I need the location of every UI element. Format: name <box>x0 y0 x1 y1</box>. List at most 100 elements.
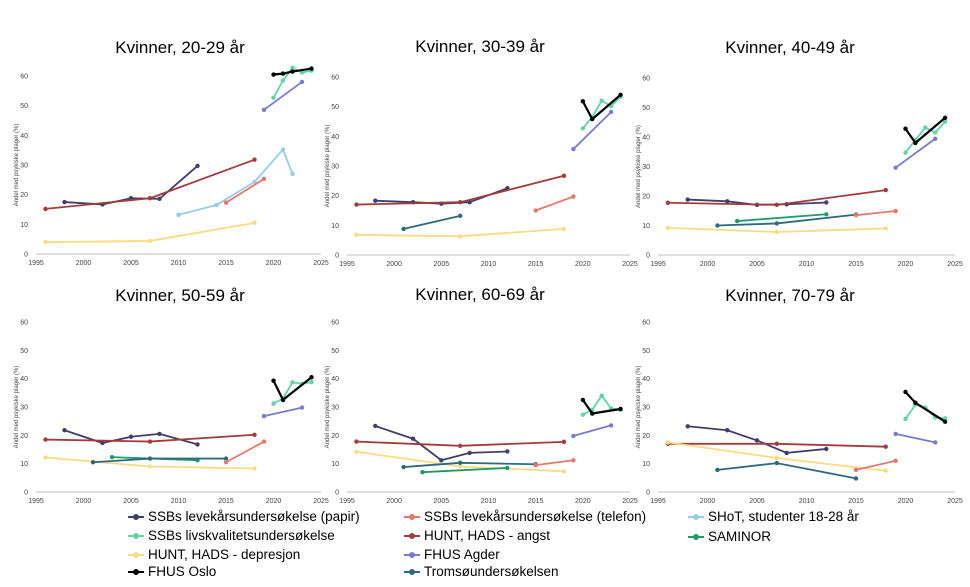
series-ssbs-livskvalitetsundersøkelse <box>271 65 314 100</box>
data-point <box>903 126 908 131</box>
series-hunt-hads-depresjon <box>665 440 888 473</box>
x-tick-label: 2015 <box>848 498 864 505</box>
y-tick-label: 50 <box>331 104 339 111</box>
legend-label: Tromsøundersøkelsen <box>424 564 559 579</box>
y-tick-label: 40 <box>331 376 339 383</box>
legend-swatch <box>688 532 704 542</box>
legend-swatch <box>128 567 144 577</box>
series-fhus-oslo <box>271 66 314 77</box>
x-tick-label: 2000 <box>76 498 92 505</box>
data-point <box>599 393 604 398</box>
legend-swatch <box>404 550 420 560</box>
data-point <box>590 411 595 416</box>
series-tromsøundersøkelsen <box>401 213 463 232</box>
data-point <box>280 78 286 83</box>
data-point <box>853 476 859 481</box>
x-tick-label: 2005 <box>434 261 450 268</box>
data-point <box>942 119 948 124</box>
y-tick-label: 30 <box>331 405 339 412</box>
data-point <box>942 416 948 421</box>
legend-item: Tromsøundersøkelsen <box>404 564 559 579</box>
series-hunt-hads-angst <box>43 157 257 212</box>
series-tromsøundersøkelsen <box>715 460 859 481</box>
series-ssbs-levekårsundersøkelse-telefon- <box>533 458 576 468</box>
data-point <box>561 226 567 232</box>
chart-title: Kvinner, 70-79 år <box>725 286 855 305</box>
chart-panel-6: Kvinner, 70-79 år 0 10 20 30 40 50 60 1995 2000 20… <box>636 286 963 505</box>
data-point <box>290 171 295 177</box>
data-point <box>176 212 181 218</box>
data-point <box>533 208 538 213</box>
series-line <box>737 213 827 222</box>
data-point <box>824 200 829 205</box>
series-ssbs-levekårsundersøkelse-papir- <box>62 428 200 447</box>
y-axis-label: Andel med psykiske plager (%) <box>636 366 642 449</box>
data-point <box>853 212 859 218</box>
data-point <box>893 165 898 170</box>
data-point <box>309 375 314 380</box>
y-tick-label: 60 <box>642 320 650 327</box>
y-axis-label: Andel med psykiske plager (%) <box>14 366 20 449</box>
x-tick-label: 2005 <box>123 498 139 505</box>
data-point <box>893 431 898 437</box>
y-tick-label: 20 <box>20 192 28 199</box>
x-tick-label: 2005 <box>123 260 139 267</box>
chart-panel-1: Kvinner, 20-29 år 0 10 20 30 40 50 60 1995 2000 20… <box>14 38 329 267</box>
legend-swatch <box>128 550 144 560</box>
data-point <box>571 458 576 463</box>
x-tick-label: 2020 <box>898 261 914 268</box>
y-axis-label: Andel med psykiske plager (%) <box>636 125 642 208</box>
data-point <box>933 130 938 135</box>
data-point <box>580 412 586 417</box>
data-point <box>128 434 134 439</box>
data-point <box>354 439 359 444</box>
data-point <box>439 458 444 463</box>
y-tick-label: 0 <box>24 252 28 259</box>
series-fhus-agder <box>571 109 614 152</box>
y-tick-label: 40 <box>642 135 650 142</box>
data-point <box>90 460 96 465</box>
data-point <box>458 234 463 239</box>
x-tick-label: 2015 <box>848 261 864 268</box>
y-tick-label: 60 <box>20 320 28 327</box>
series-line <box>403 214 461 230</box>
x-tick-label: 2010 <box>481 498 497 505</box>
data-point <box>883 444 888 449</box>
data-point <box>608 109 614 115</box>
data-point <box>580 126 586 131</box>
x-tick-label: 2015 <box>528 261 544 268</box>
data-point <box>271 72 276 77</box>
data-point <box>280 147 286 152</box>
legend-item: SSBs livskvalitetsundersøkelse <box>128 528 335 543</box>
data-point <box>913 400 918 405</box>
series-hunt-hads-angst <box>43 432 257 444</box>
series-ssbs-levekårsundersøkelse-telefon- <box>853 458 898 473</box>
y-tick-label: 50 <box>20 103 28 110</box>
series-fhus-agder <box>893 136 938 170</box>
data-point <box>271 378 276 383</box>
legend-item: HUNT, HADS - angst <box>404 528 550 543</box>
series-line <box>855 459 896 471</box>
data-point <box>62 199 67 205</box>
legend-item: FHUS Oslo <box>128 564 216 579</box>
data-point <box>147 196 153 201</box>
series-fhus-agder <box>893 431 938 445</box>
data-point <box>261 439 267 444</box>
chart-panel-4: Kvinner, 50-59 år 0 10 20 30 40 50 60 1995 2000 20… <box>14 286 329 505</box>
data-point <box>685 424 690 429</box>
chart-title: Kvinner, 20-29 år <box>115 38 245 57</box>
x-tick-label: 2000 <box>700 498 716 505</box>
data-point <box>261 413 267 419</box>
data-point <box>942 419 948 424</box>
data-point <box>147 439 153 444</box>
data-point <box>580 99 586 104</box>
x-tick-label: 2000 <box>386 498 402 505</box>
y-tick-label: 20 <box>20 433 28 440</box>
x-tick-label: 2015 <box>218 498 234 505</box>
data-point <box>665 200 671 205</box>
series-line <box>225 440 265 464</box>
series-fhus-oslo <box>580 92 623 122</box>
chart-panel-3: Kvinner, 40-49 år 0 10 20 30 40 50 60 1995 2000 20… <box>636 38 963 268</box>
legend-label: HUNT, HADS - depresjon <box>148 547 301 562</box>
data-point <box>893 458 898 464</box>
